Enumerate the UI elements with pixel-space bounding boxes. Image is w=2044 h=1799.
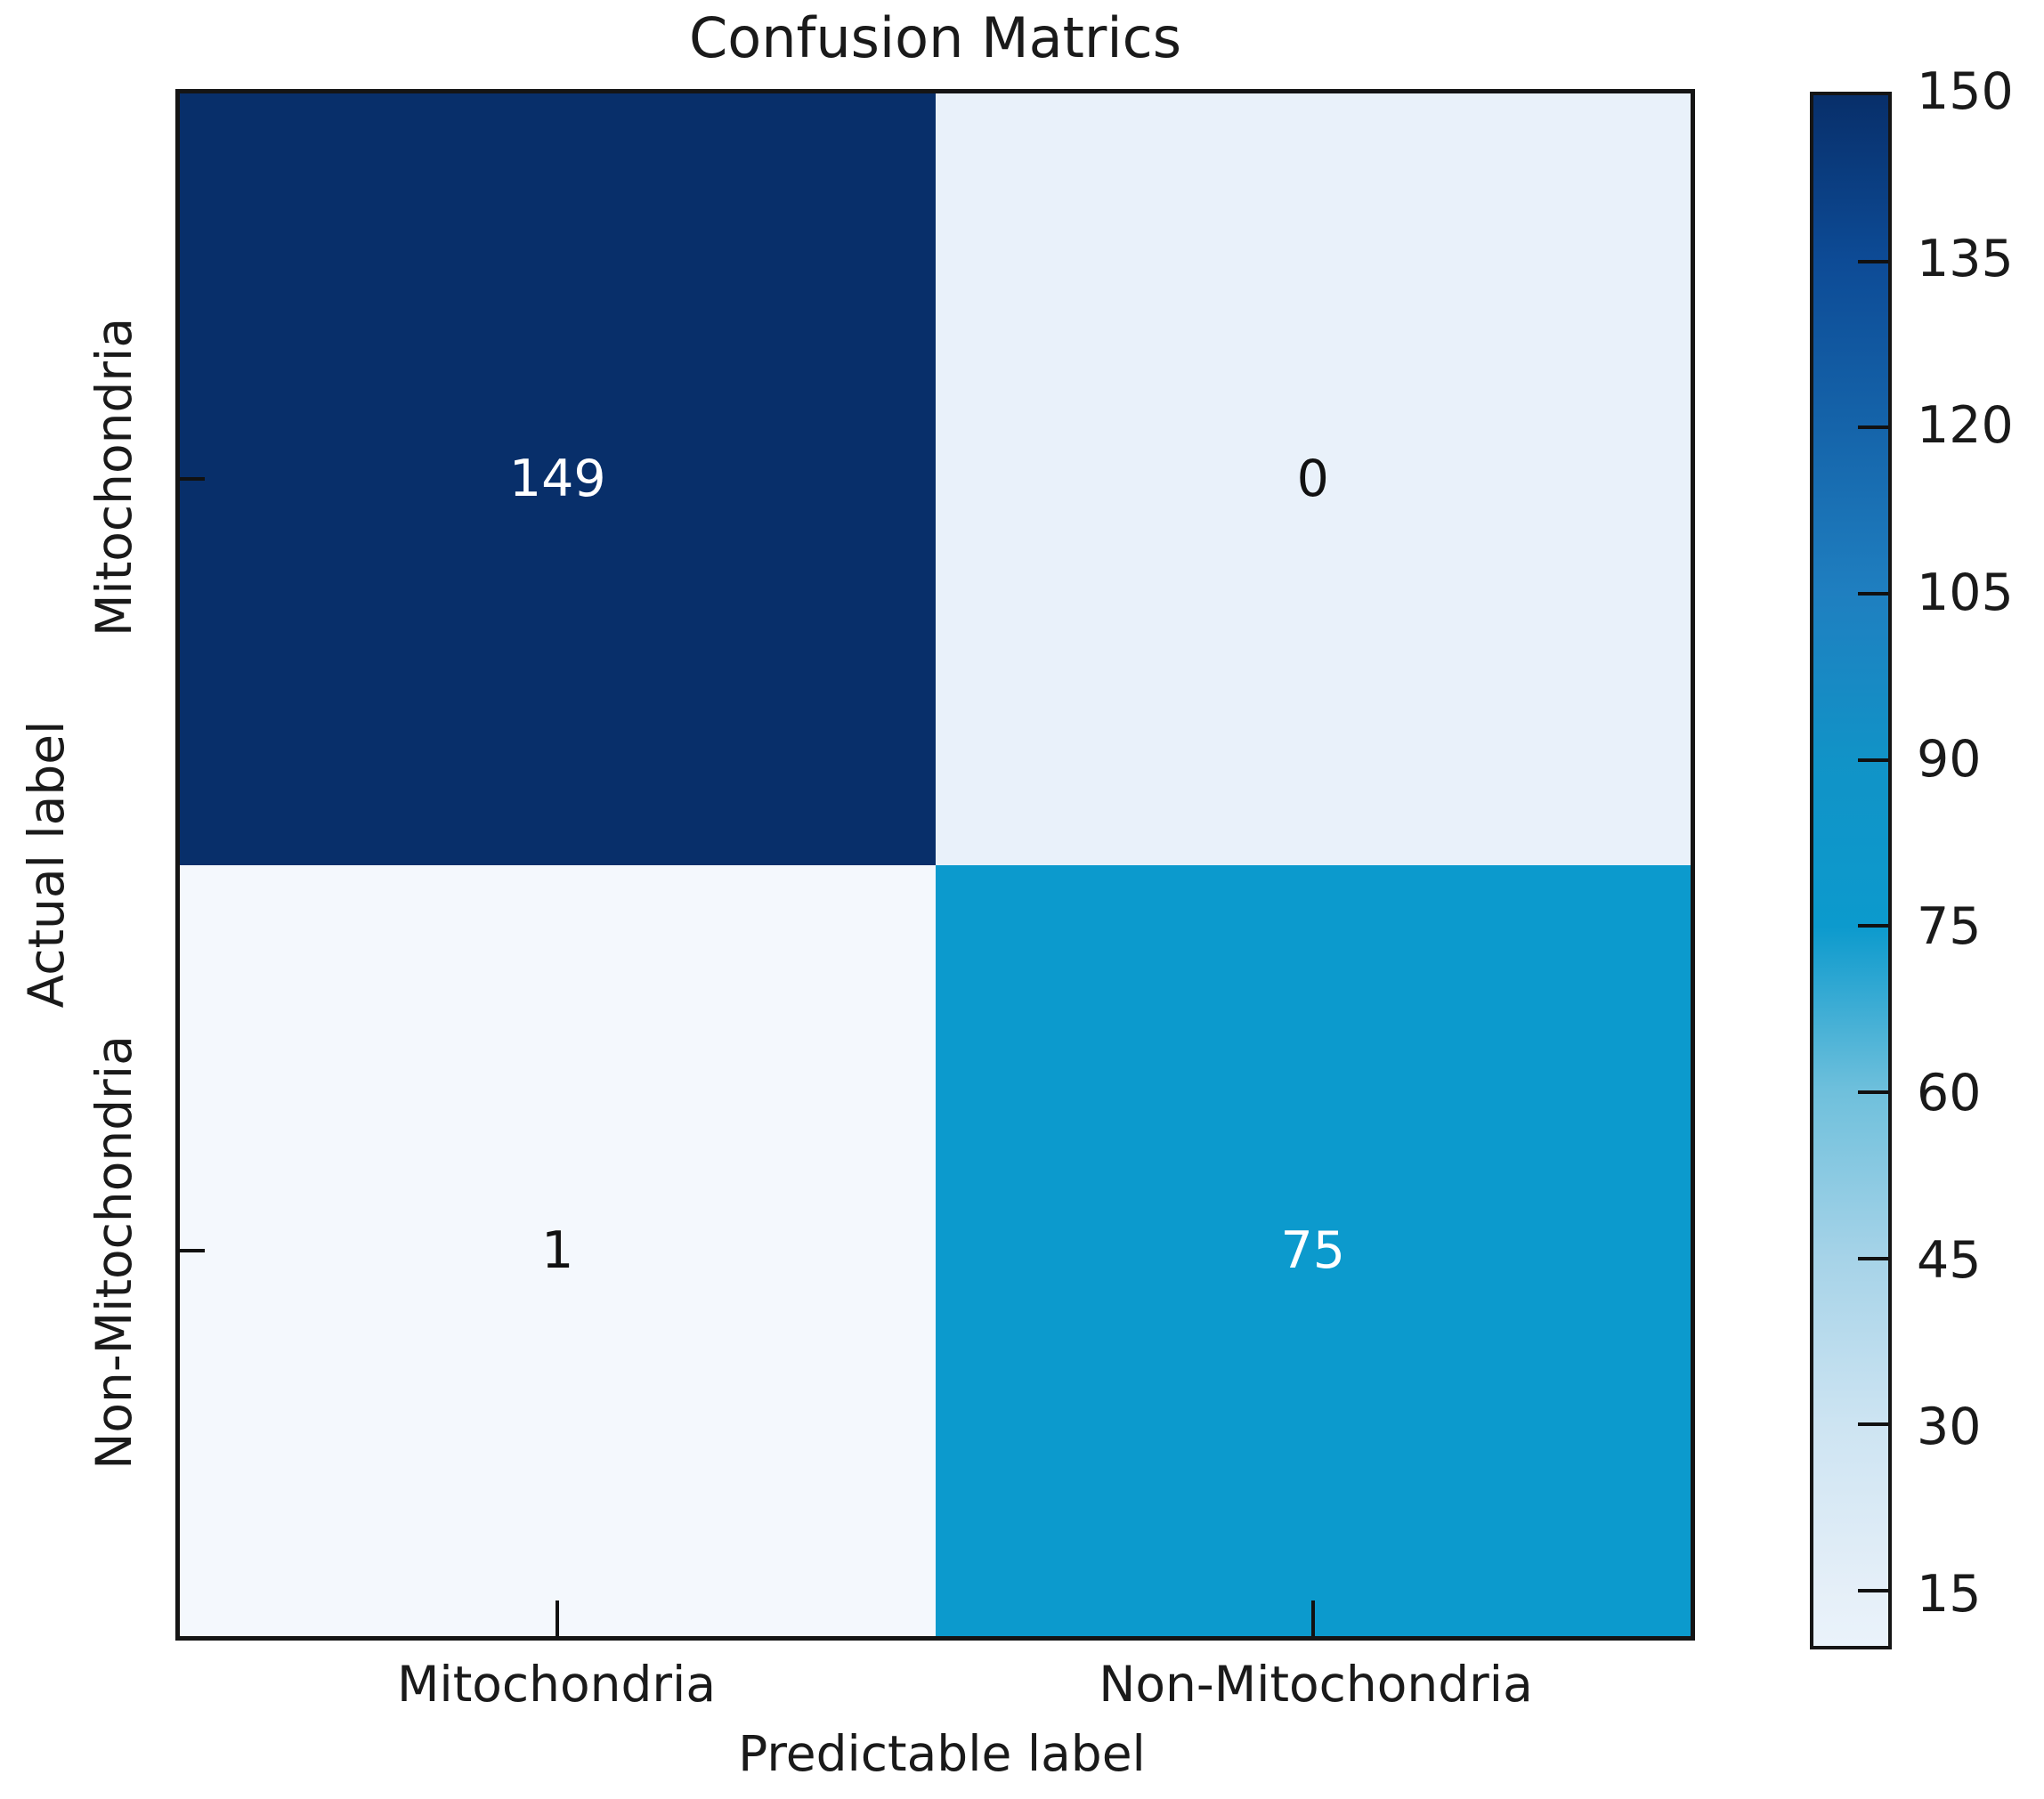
colorbar-tick bbox=[1858, 591, 1888, 596]
colorbar-tick bbox=[1858, 259, 1888, 263]
colorbar-tick-label: 45 bbox=[1917, 1230, 1982, 1290]
heatmap-cell-false-positive: 1 bbox=[180, 864, 936, 1636]
colorbar-tick bbox=[1858, 1090, 1888, 1094]
x-axis-tick-non-mitochondria bbox=[1310, 1600, 1315, 1636]
colorbar-tick-label: 105 bbox=[1917, 563, 2014, 622]
y-tick-label-mitochondria: Mitochondria bbox=[85, 317, 142, 637]
colorbar-tick bbox=[1858, 758, 1888, 762]
colorbar-tick-label: 135 bbox=[1917, 229, 2014, 288]
y-tick-label-non-mitochondria: Non-Mitochondria bbox=[85, 1035, 142, 1470]
y-axis-tick-mitochondria bbox=[180, 477, 205, 482]
x-tick-label-mitochondria: Mitochondria bbox=[396, 1656, 717, 1713]
y-axis-tick-non-mitochondria bbox=[180, 1248, 205, 1252]
y-axis-label: Actual label bbox=[18, 720, 75, 1009]
colorbar-tick-labels: 150 135 120 105 90 75 60 45 30 15 bbox=[1917, 62, 2041, 1649]
heatmap-grid: 149 0 1 75 bbox=[180, 93, 1691, 1636]
chart-title: Confusion Matrics bbox=[688, 5, 1181, 70]
colorbar-tick bbox=[1858, 1256, 1888, 1260]
colorbar-tick bbox=[1858, 425, 1888, 430]
colorbar-tick-label: 60 bbox=[1917, 1064, 1982, 1122]
heatmap-plot-area: 149 0 1 75 bbox=[175, 89, 1695, 1641]
colorbar-tick-label: 30 bbox=[1917, 1398, 1982, 1456]
colorbar-tick-label: 15 bbox=[1917, 1564, 1982, 1624]
heatmap-cell-true-negative: 75 bbox=[935, 864, 1691, 1636]
colorbar-tick-label: 150 bbox=[1917, 62, 2014, 121]
colorbar-tick bbox=[1858, 1588, 1888, 1592]
colorbar bbox=[1810, 92, 1892, 1649]
colorbar-tick-label: 120 bbox=[1917, 396, 2014, 455]
heatmap-cell-true-positive: 149 bbox=[180, 93, 936, 865]
x-axis-tick-mitochondria bbox=[556, 1600, 560, 1636]
heatmap-cell-false-negative: 0 bbox=[935, 93, 1691, 865]
colorbar-gradient bbox=[1813, 95, 1888, 1646]
colorbar-tick-label: 75 bbox=[1917, 896, 1982, 956]
x-tick-label-non-mitochondria: Non-Mitochondria bbox=[1099, 1656, 1533, 1713]
colorbar-tick bbox=[1858, 924, 1888, 928]
colorbar-tick bbox=[1858, 1422, 1888, 1427]
colorbar-tick-label: 90 bbox=[1917, 730, 1982, 789]
x-axis-label: Predictable label bbox=[738, 1725, 1146, 1782]
